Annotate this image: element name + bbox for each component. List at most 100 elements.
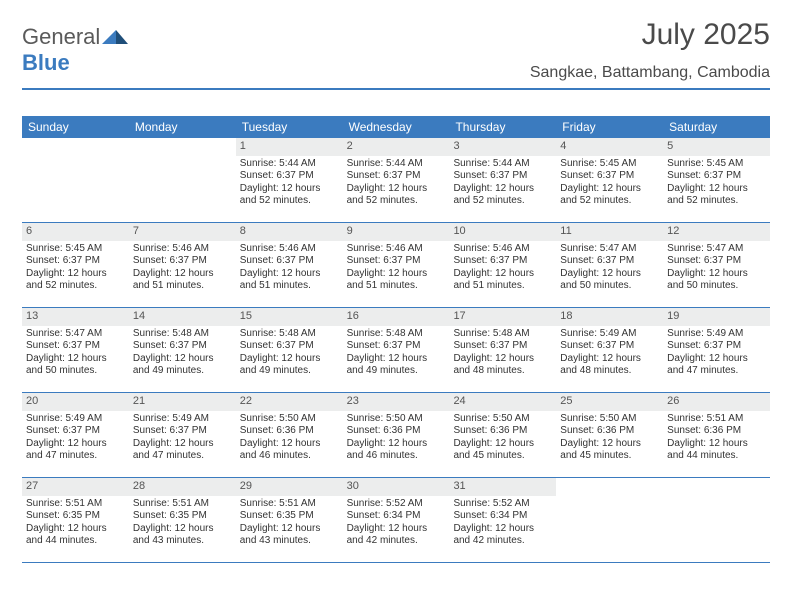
weekday-header: Sunday bbox=[22, 116, 129, 138]
sunrise-text: Sunrise: 5:51 AM bbox=[240, 498, 339, 511]
sunset-text: Sunset: 6:37 PM bbox=[347, 340, 446, 353]
day-number: 10 bbox=[449, 223, 556, 241]
sunrise-text: Sunrise: 5:45 AM bbox=[26, 243, 125, 256]
day-number: 15 bbox=[236, 308, 343, 326]
day-cell: 5Sunrise: 5:45 AMSunset: 6:37 PMDaylight… bbox=[663, 138, 770, 222]
sunrise-text: Sunrise: 5:49 AM bbox=[667, 328, 766, 341]
day-cell: 10 Sunrise: 5:46 AMSunset: 6:37 PMDayligh… bbox=[449, 223, 556, 307]
day-number: 19 bbox=[663, 308, 770, 326]
weekday-header: Thursday bbox=[449, 116, 556, 138]
sunrise-text: Sunrise: 5:51 AM bbox=[667, 413, 766, 426]
day-number: 30 bbox=[343, 478, 450, 496]
day-number: 3 bbox=[449, 138, 556, 156]
day-cell: 8Sunrise: 5:46 AMSunset: 6:37 PMDaylight… bbox=[236, 223, 343, 307]
day-number: 13 bbox=[22, 308, 129, 326]
day-body: Sunrise: 5:47 AMSunset: 6:37 PMDaylight:… bbox=[663, 241, 770, 297]
sunrise-text: Sunrise: 5:46 AM bbox=[347, 243, 446, 256]
daylight-text: Daylight: 12 hours and 52 minutes. bbox=[347, 183, 446, 208]
sunrise-text: Sunrise: 5:52 AM bbox=[347, 498, 446, 511]
sunset-text: Sunset: 6:34 PM bbox=[453, 510, 552, 523]
day-number: 25 bbox=[556, 393, 663, 411]
day-cell: 12Sunrise: 5:47 AMSunset: 6:37 PMDayligh… bbox=[663, 223, 770, 307]
week-row: 6Sunrise: 5:45 AMSunset: 6:37 PMDaylight… bbox=[22, 223, 770, 308]
day-number: 14 bbox=[129, 308, 236, 326]
week-row: 13Sunrise: 5:47 AMSunset: 6:37 PMDayligh… bbox=[22, 308, 770, 393]
day-cell: 29Sunrise: 5:51 AMSunset: 6:35 PMDayligh… bbox=[236, 478, 343, 562]
daylight-text: Daylight: 12 hours and 48 minutes. bbox=[560, 353, 659, 378]
day-body: Sunrise: 5:46 AMSunset: 6:37 PMDaylight:… bbox=[236, 241, 343, 297]
sunset-text: Sunset: 6:37 PM bbox=[667, 170, 766, 183]
day-cell: 9Sunrise: 5:46 AMSunset: 6:37 PMDaylight… bbox=[343, 223, 450, 307]
day-body: Sunrise: 5:44 AMSunset: 6:37 PMDaylight:… bbox=[236, 156, 343, 212]
day-cell: 23Sunrise: 5:50 AMSunset: 6:36 PMDayligh… bbox=[343, 393, 450, 477]
sunrise-text: Sunrise: 5:44 AM bbox=[453, 158, 552, 171]
daylight-text: Daylight: 12 hours and 45 minutes. bbox=[560, 438, 659, 463]
daylight-text: Daylight: 12 hours and 49 minutes. bbox=[347, 353, 446, 378]
sunset-text: Sunset: 6:36 PM bbox=[667, 425, 766, 438]
sunrise-text: Sunrise: 5:44 AM bbox=[347, 158, 446, 171]
daylight-text: Daylight: 12 hours and 47 minutes. bbox=[667, 353, 766, 378]
daylight-text: Daylight: 12 hours and 50 minutes. bbox=[26, 353, 125, 378]
weekday-header: Friday bbox=[556, 116, 663, 138]
day-number: 16 bbox=[343, 308, 450, 326]
weekday-header: Monday bbox=[129, 116, 236, 138]
weeks-container: 1Sunrise: 5:44 AMSunset: 6:37 PMDaylight… bbox=[22, 138, 770, 563]
sunset-text: Sunset: 6:37 PM bbox=[453, 255, 552, 268]
day-body: Sunrise: 5:49 AMSunset: 6:37 PMDaylight:… bbox=[556, 326, 663, 382]
day-number: 26 bbox=[663, 393, 770, 411]
sunrise-text: Sunrise: 5:46 AM bbox=[453, 243, 552, 256]
day-number: 8 bbox=[236, 223, 343, 241]
sunset-text: Sunset: 6:37 PM bbox=[453, 170, 552, 183]
sunrise-text: Sunrise: 5:48 AM bbox=[347, 328, 446, 341]
day-number: 11 bbox=[556, 223, 663, 241]
day-number: 5 bbox=[663, 138, 770, 156]
day-cell: 6Sunrise: 5:45 AMSunset: 6:37 PMDaylight… bbox=[22, 223, 129, 307]
sunset-text: Sunset: 6:37 PM bbox=[560, 170, 659, 183]
day-body: Sunrise: 5:51 AMSunset: 6:35 PMDaylight:… bbox=[22, 496, 129, 552]
sunset-text: Sunset: 6:37 PM bbox=[26, 425, 125, 438]
day-body: Sunrise: 5:46 AMSunset: 6:37 PMDaylight:… bbox=[129, 241, 236, 297]
day-number: 9 bbox=[343, 223, 450, 241]
day-cell: 14Sunrise: 5:48 AMSunset: 6:37 PMDayligh… bbox=[129, 308, 236, 392]
day-number: 17 bbox=[449, 308, 556, 326]
sunset-text: Sunset: 6:37 PM bbox=[133, 255, 232, 268]
daylight-text: Daylight: 12 hours and 51 minutes. bbox=[453, 268, 552, 293]
day-body: Sunrise: 5:51 AMSunset: 6:36 PMDaylight:… bbox=[663, 411, 770, 467]
day-cell: 1Sunrise: 5:44 AMSunset: 6:37 PMDaylight… bbox=[236, 138, 343, 222]
daylight-text: Daylight: 12 hours and 43 minutes. bbox=[240, 523, 339, 548]
week-row: 20Sunrise: 5:49 AMSunset: 6:37 PMDayligh… bbox=[22, 393, 770, 478]
sunset-text: Sunset: 6:34 PM bbox=[347, 510, 446, 523]
sunrise-text: Sunrise: 5:45 AM bbox=[667, 158, 766, 171]
day-number bbox=[129, 138, 236, 142]
day-body: Sunrise: 5:44 AMSunset: 6:37 PMDaylight:… bbox=[343, 156, 450, 212]
day-body: Sunrise: 5:50 AMSunset: 6:36 PMDaylight:… bbox=[236, 411, 343, 467]
daylight-text: Daylight: 12 hours and 43 minutes. bbox=[133, 523, 232, 548]
day-cell: 16 Sunrise: 5:48 AMSunset: 6:37 PMDayligh… bbox=[343, 308, 450, 392]
day-body: Sunrise: 5:47 AMSunset: 6:37 PMDaylight:… bbox=[556, 241, 663, 297]
day-cell: 11Sunrise: 5:47 AMSunset: 6:37 PMDayligh… bbox=[556, 223, 663, 307]
daylight-text: Daylight: 12 hours and 52 minutes. bbox=[240, 183, 339, 208]
day-body: Sunrise: 5:47 AMSunset: 6:37 PMDaylight:… bbox=[22, 326, 129, 382]
daylight-text: Daylight: 12 hours and 51 minutes. bbox=[347, 268, 446, 293]
daylight-text: Daylight: 12 hours and 52 minutes. bbox=[453, 183, 552, 208]
day-body: Sunrise: 5:49 AMSunset: 6:37 PMDaylight:… bbox=[22, 411, 129, 467]
day-cell bbox=[556, 478, 663, 562]
daylight-text: Daylight: 12 hours and 42 minutes. bbox=[453, 523, 552, 548]
day-number: 21 bbox=[129, 393, 236, 411]
daylight-text: Daylight: 12 hours and 42 minutes. bbox=[347, 523, 446, 548]
month-title: July 2025 bbox=[642, 18, 770, 52]
sunset-text: Sunset: 6:35 PM bbox=[133, 510, 232, 523]
sunrise-text: Sunrise: 5:44 AM bbox=[240, 158, 339, 171]
daylight-text: Daylight: 12 hours and 52 minutes. bbox=[560, 183, 659, 208]
daylight-text: Daylight: 12 hours and 49 minutes. bbox=[133, 353, 232, 378]
day-cell: 17Sunrise: 5:48 AMSunset: 6:37 PMDayligh… bbox=[449, 308, 556, 392]
day-number: 6 bbox=[22, 223, 129, 241]
sunset-text: Sunset: 6:37 PM bbox=[133, 425, 232, 438]
day-body: Sunrise: 5:44 AMSunset: 6:37 PMDaylight:… bbox=[449, 156, 556, 212]
day-number: 18 bbox=[556, 308, 663, 326]
daylight-text: Daylight: 12 hours and 46 minutes. bbox=[240, 438, 339, 463]
sunrise-text: Sunrise: 5:47 AM bbox=[560, 243, 659, 256]
day-cell: 26Sunrise: 5:51 AMSunset: 6:36 PMDayligh… bbox=[663, 393, 770, 477]
day-number: 7 bbox=[129, 223, 236, 241]
day-cell: 4Sunrise: 5:45 AMSunset: 6:37 PMDaylight… bbox=[556, 138, 663, 222]
